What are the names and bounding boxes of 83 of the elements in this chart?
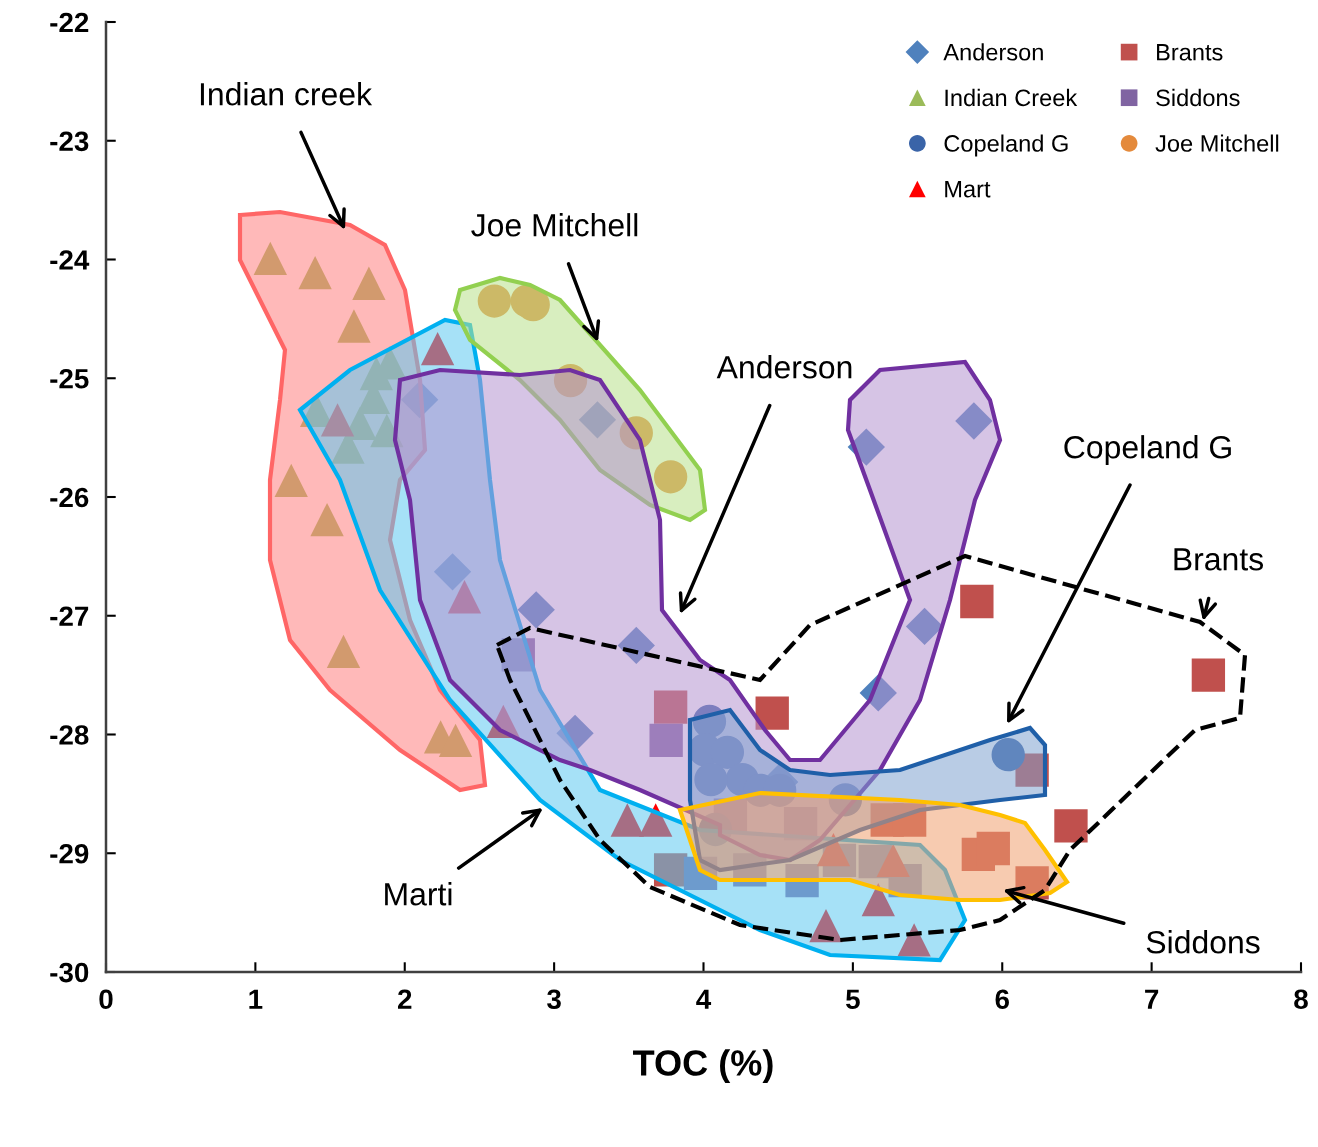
x-tick-label: 6 [995, 989, 1009, 1010]
annotation: Copeland G [1064, 435, 1231, 465]
point [991, 738, 1025, 772]
point [556, 714, 594, 752]
point [905, 607, 944, 646]
point [755, 696, 789, 730]
point [694, 762, 728, 797]
point [501, 638, 535, 672]
y-tick-label: -22 [50, 12, 89, 33]
y-tick-label: -25 [50, 368, 89, 389]
point [683, 856, 718, 891]
point [828, 783, 863, 817]
legend-label: Mart [945, 180, 991, 198]
y-tick-label: -30 [50, 962, 89, 983]
point [1054, 809, 1088, 843]
point [861, 882, 895, 917]
point [553, 363, 588, 398]
point [955, 402, 993, 440]
legend-label: Brants [1157, 44, 1223, 61]
x-tick-label: 0 [99, 989, 113, 1010]
annotation: Brants [1174, 548, 1264, 571]
point [370, 413, 404, 448]
x-tick-label: 7 [1145, 989, 1159, 1009]
point [310, 502, 344, 537]
point [783, 806, 818, 841]
point [816, 833, 851, 867]
x-tick-label: 4 [696, 989, 712, 1009]
y-tick-label: -28 [50, 725, 89, 745]
point [447, 580, 482, 614]
point [337, 309, 371, 343]
x-tick-label: 5 [846, 989, 860, 1010]
annotation: Marti [385, 882, 452, 906]
y-tick-label: -26 [50, 487, 89, 508]
point [653, 460, 688, 494]
annotation: Anderson [716, 355, 852, 379]
point [326, 634, 361, 669]
point [610, 803, 644, 837]
annotation: Indian creek [200, 82, 373, 106]
point [619, 416, 653, 450]
point [892, 803, 927, 837]
y-tick-label: -27 [50, 606, 89, 626]
point [578, 401, 617, 439]
point [976, 831, 1010, 866]
point [876, 843, 910, 878]
point [438, 723, 473, 758]
point [253, 241, 287, 275]
point [639, 803, 673, 837]
annotation: Siddons [1146, 930, 1260, 954]
point [486, 704, 520, 739]
point [320, 403, 355, 437]
point [298, 255, 332, 290]
point [433, 553, 472, 591]
point [847, 428, 885, 466]
point [352, 266, 386, 300]
x-tick-label: 3 [547, 989, 561, 1010]
y-tick-label: -24 [50, 250, 90, 270]
point [517, 591, 555, 629]
point [1191, 658, 1226, 692]
point [785, 863, 819, 898]
point [274, 463, 308, 498]
y-tick-label: -23 [50, 131, 89, 152]
x-axis-title: TOC (%) [633, 1049, 773, 1083]
point [859, 674, 897, 712]
legend-label: Joe Mitchell [1155, 134, 1279, 152]
point [649, 723, 683, 758]
x-tick-label: 2 [397, 989, 412, 1009]
point [698, 812, 733, 847]
point [420, 331, 455, 366]
legend-label: Indian Creek [945, 88, 1078, 107]
point [401, 380, 439, 419]
annotation: Joe Mitchell [471, 213, 638, 237]
y-tick-label: -29 [50, 843, 89, 864]
point [692, 704, 727, 739]
point [897, 923, 931, 957]
point [733, 853, 767, 887]
point [477, 284, 512, 318]
point [653, 690, 688, 724]
x-tick-label: 1 [249, 989, 263, 1009]
x-tick-label: 8 [1294, 989, 1308, 1010]
legend-label: Copeland G [944, 134, 1068, 157]
point [960, 584, 994, 619]
legend-label: Anderson [943, 43, 1043, 61]
legend-label: Siddons [1156, 88, 1240, 107]
